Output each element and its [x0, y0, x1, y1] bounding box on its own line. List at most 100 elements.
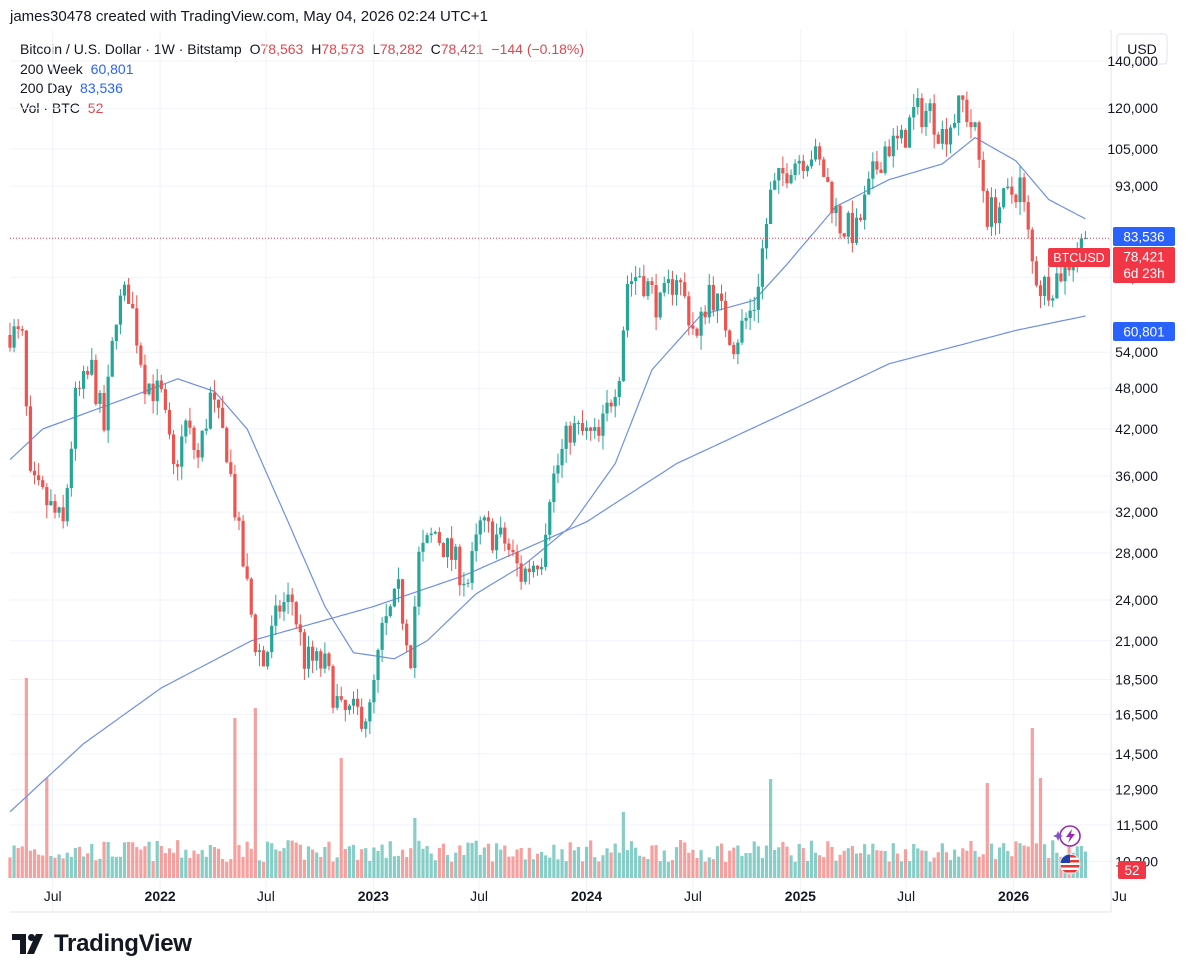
volume-bar — [409, 848, 413, 878]
volume-bar — [90, 843, 94, 878]
volume-bar — [703, 861, 707, 878]
volume-bar — [523, 859, 527, 878]
volume-bar — [65, 852, 69, 878]
ma200d-row[interactable]: 200 Day 83,536 — [20, 79, 584, 99]
volume-row[interactable]: Vol · BTC 52 — [20, 99, 584, 119]
volume-bar — [478, 854, 482, 878]
brand-name: TradingView — [54, 930, 192, 957]
candle-body — [822, 159, 826, 177]
candle-body — [335, 696, 339, 708]
volume-bar — [613, 843, 617, 878]
candle-body — [891, 135, 895, 157]
candle-body — [748, 310, 752, 318]
symbol-title[interactable]: Bitcoin / U.S. Dollar · 1W · Bitstamp — [20, 41, 242, 57]
volume-bar — [368, 860, 372, 878]
candle-body — [589, 427, 593, 431]
volume-bar — [977, 856, 981, 878]
volume-bar — [94, 860, 98, 878]
currency-button[interactable] — [1116, 33, 1168, 65]
candle-body — [658, 292, 662, 318]
candle-body — [437, 532, 441, 543]
candle-body — [167, 409, 172, 435]
brand-logo[interactable]: TradingView — [12, 930, 192, 958]
candle-body — [417, 551, 421, 607]
volume-bar — [503, 845, 507, 878]
volume-bar — [764, 845, 769, 878]
price-tick-label: 105,000 — [1107, 141, 1158, 157]
candle-body — [311, 646, 315, 661]
candle-body — [564, 425, 568, 449]
volume-bar — [413, 818, 417, 878]
volume-bar — [192, 850, 196, 878]
volume-badge-text: 52 — [1124, 863, 1139, 878]
candle-body — [969, 122, 973, 128]
lightning-icon[interactable] — [1053, 825, 1081, 847]
volume-bar — [732, 847, 736, 878]
price-tick-label: 36,000 — [1115, 468, 1158, 484]
candle-body — [73, 387, 78, 449]
candle-body — [69, 448, 73, 489]
candle-body — [331, 666, 335, 708]
candle-body — [928, 103, 932, 111]
volume-bar — [756, 846, 760, 878]
candle-body — [225, 427, 229, 463]
candle-body — [143, 364, 147, 395]
volume-bar — [867, 854, 871, 878]
volume-bar — [797, 843, 801, 878]
candle-body — [871, 161, 875, 179]
candle-body — [24, 330, 28, 407]
volume-bar — [429, 853, 433, 878]
volume-bar — [752, 841, 756, 878]
candle-body — [409, 645, 413, 669]
candle-body — [474, 534, 478, 552]
candle-body — [908, 117, 912, 148]
volume-bar — [327, 841, 331, 878]
volume-bar — [454, 852, 458, 878]
volume-bar — [891, 843, 895, 878]
candle-body — [1010, 186, 1014, 195]
candle-body — [728, 330, 732, 345]
us-flag-icon[interactable] — [1059, 853, 1081, 875]
volume-bar — [339, 758, 343, 878]
bar-countdown-text: 6d 23h — [1123, 266, 1164, 281]
volume-bar — [1055, 852, 1059, 878]
volume-bar — [736, 845, 740, 878]
volume-bar — [32, 849, 37, 878]
candle-body — [49, 501, 53, 506]
time-tick-label: Jul — [257, 888, 275, 904]
candle-body — [1059, 273, 1063, 282]
candle-body — [1018, 177, 1022, 203]
price-tick-label: 21,000 — [1115, 633, 1158, 649]
candle-body — [523, 568, 527, 582]
volume-bar — [920, 850, 924, 878]
volume-bar — [176, 840, 180, 878]
candle-body — [764, 224, 769, 249]
volume-bar — [777, 847, 781, 878]
ma200w-value: 60,801 — [90, 60, 134, 77]
volume-bar — [110, 856, 114, 878]
candle-body — [531, 565, 536, 573]
volume-bar — [719, 843, 724, 878]
volume-bar — [695, 857, 699, 878]
volume-badge: 52 — [1118, 861, 1146, 879]
candle-body — [208, 392, 212, 429]
volume-bar — [932, 857, 936, 878]
candle-body — [883, 146, 887, 173]
candle-body — [233, 473, 237, 518]
volume-bar — [229, 859, 233, 878]
candle-body — [131, 303, 135, 309]
candle-body — [286, 594, 290, 603]
volume-bar — [1022, 845, 1026, 878]
change-value: −144 (−0.18%) — [491, 41, 585, 57]
candle-body — [1002, 188, 1006, 208]
price-scale-bg[interactable] — [1111, 0, 1200, 912]
candle-body — [895, 135, 899, 139]
candle-body — [241, 520, 245, 567]
volume-bar — [126, 841, 131, 878]
candle-body — [1063, 261, 1067, 282]
ma200w-row[interactable]: 200 Week 60,801 — [20, 60, 584, 80]
candle-body — [756, 286, 760, 310]
candle-body — [470, 551, 474, 583]
ma200w-badge: 60,801 — [1113, 322, 1175, 341]
